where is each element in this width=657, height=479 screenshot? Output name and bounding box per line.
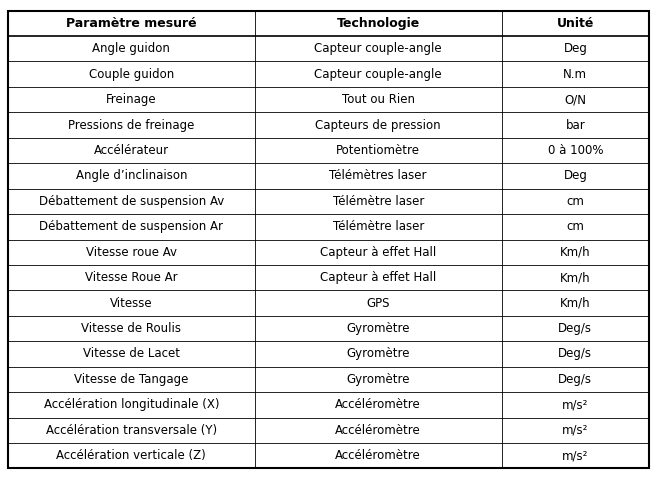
Text: Km/h: Km/h [560,271,591,284]
Text: m/s²: m/s² [562,399,589,411]
Text: Télémètre laser: Télémètre laser [332,220,424,233]
Text: Accéléromètre: Accéléromètre [335,449,421,462]
Text: Débattement de suspension Av: Débattement de suspension Av [39,195,224,208]
Text: Capteur couple-angle: Capteur couple-angle [315,42,442,55]
Text: Accéléromètre: Accéléromètre [335,399,421,411]
Text: Pressions de freinage: Pressions de freinage [68,118,194,132]
Text: Capteurs de pression: Capteurs de pression [315,118,441,132]
Text: O/N: O/N [564,93,587,106]
Text: Vitesse de Roulis: Vitesse de Roulis [81,322,181,335]
Text: Débattement de suspension Ar: Débattement de suspension Ar [39,220,223,233]
Text: Paramètre mesuré: Paramètre mesuré [66,17,196,30]
Text: Technologie: Technologie [336,17,420,30]
Text: cm: cm [566,220,584,233]
Text: Couple guidon: Couple guidon [89,68,174,80]
Text: m/s²: m/s² [562,449,589,462]
Text: 0 à 100%: 0 à 100% [548,144,603,157]
Text: Deg: Deg [564,42,587,55]
Text: N.m: N.m [563,68,587,80]
Text: Angle guidon: Angle guidon [93,42,170,55]
Text: Angle d’inclinaison: Angle d’inclinaison [76,170,187,182]
Text: Télémètres laser: Télémètres laser [329,170,427,182]
Text: Freinage: Freinage [106,93,156,106]
Text: Potentiomètre: Potentiomètre [336,144,420,157]
Text: Vitesse: Vitesse [110,297,152,309]
Text: Vitesse de Lacet: Vitesse de Lacet [83,347,180,361]
Text: GPS: GPS [367,297,390,309]
Text: Vitesse roue Av: Vitesse roue Av [86,246,177,259]
Text: Vitesse de Tangage: Vitesse de Tangage [74,373,189,386]
Text: Gyromètre: Gyromètre [346,347,410,361]
Text: Km/h: Km/h [560,246,591,259]
Text: Accélération transversale (Y): Accélération transversale (Y) [46,424,217,437]
Text: Unité: Unité [556,17,594,30]
Text: Deg: Deg [564,170,587,182]
Text: Deg/s: Deg/s [558,347,593,361]
Text: Deg/s: Deg/s [558,373,593,386]
Text: m/s²: m/s² [562,424,589,437]
Text: Km/h: Km/h [560,297,591,309]
Text: Capteur à effet Hall: Capteur à effet Hall [320,271,436,284]
Text: Capteur couple-angle: Capteur couple-angle [315,68,442,80]
Text: Accélérateur: Accélérateur [94,144,169,157]
Text: Gyromètre: Gyromètre [346,322,410,335]
Text: Télémètre laser: Télémètre laser [332,195,424,208]
Text: Accélération verticale (Z): Accélération verticale (Z) [57,449,206,462]
Text: Vitesse Roue Ar: Vitesse Roue Ar [85,271,177,284]
Text: Deg/s: Deg/s [558,322,593,335]
Text: Gyromètre: Gyromètre [346,373,410,386]
Text: Accélération longitudinale (X): Accélération longitudinale (X) [43,399,219,411]
Text: cm: cm [566,195,584,208]
Text: Capteur à effet Hall: Capteur à effet Hall [320,246,436,259]
Text: Tout ou Rien: Tout ou Rien [342,93,415,106]
Text: bar: bar [566,118,585,132]
Text: Accéléromètre: Accéléromètre [335,424,421,437]
